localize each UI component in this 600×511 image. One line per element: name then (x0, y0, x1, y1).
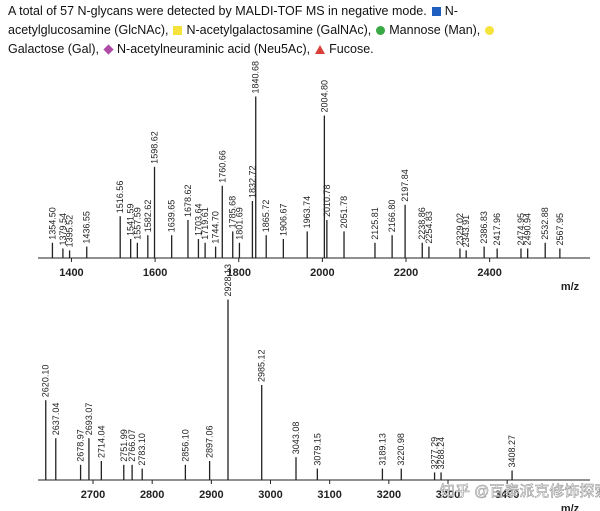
peak-label: 2125.81 (370, 207, 380, 240)
caption: A total of 57 N-glycans were detected by… (8, 2, 528, 59)
x-tick-label: 2400 (477, 267, 501, 279)
legend-label: N-acetylneuraminic acid (Neu5Ac), (117, 42, 311, 56)
peak-label: 1719.61 (200, 207, 210, 240)
x-tick-label: 2700 (81, 489, 105, 501)
peak-label: 3277.29 (430, 437, 440, 470)
x-tick-label: 2900 (199, 489, 223, 501)
peak-label: 2985.12 (257, 349, 267, 382)
x-tick-label: 2000 (310, 267, 334, 279)
peak-label: 1436.55 (82, 211, 92, 244)
peak-label: 2897.06 (205, 425, 215, 458)
peak-label: 1865.72 (261, 200, 271, 233)
peak-label: 2254.83 (424, 211, 434, 244)
peak-label: 3043.08 (291, 422, 301, 455)
peak-label: 2567.95 (555, 213, 565, 246)
x-tick-label: 2800 (140, 489, 164, 501)
peak-label: 3288.24 (436, 437, 446, 470)
x-tick-label: 3300 (436, 489, 460, 501)
x-axis-label: m/z (561, 503, 580, 511)
legend-symbol (315, 45, 326, 54)
peak-label: 1703.64 (193, 203, 203, 236)
watermark: 知乎 @百泰派克修饰探索 (440, 483, 600, 500)
peak-label: 1744.70 (211, 211, 221, 244)
peak-label: 3079.15 (312, 433, 322, 466)
x-tick-label: 3200 (377, 489, 401, 501)
x-tick-label: 1600 (143, 267, 167, 279)
peak-label: 1832.72 (247, 165, 257, 198)
x-tick-label: 2200 (394, 267, 418, 279)
x-tick-label: 3400 (495, 489, 519, 501)
x-tick-label: 1400 (59, 267, 83, 279)
peak-label: 2238.86 (417, 207, 427, 240)
peak-label: 2693.07 (84, 403, 94, 436)
peak-label: 2856.10 (180, 429, 190, 462)
peak-label: 3189.13 (377, 433, 387, 466)
peak-label: 2343.91 (461, 215, 471, 248)
legend-label: N-acetylglucosamine (GlcNAc), (8, 4, 458, 37)
peak-label: 2678.97 (76, 429, 86, 462)
peak-label: 1516.56 (115, 181, 125, 214)
peak-label: 1395.52 (65, 215, 75, 248)
peak-label: 1354.50 (47, 207, 57, 240)
peak-label: 2010.78 (322, 184, 332, 217)
legend-symbol (485, 26, 495, 35)
x-tick-label: 3000 (258, 489, 282, 501)
peak-label: 2004.80 (319, 80, 329, 113)
x-tick-label: 3100 (317, 489, 341, 501)
peak-label: 1379.54 (58, 213, 68, 246)
peak-label: 1785.68 (228, 196, 238, 229)
peak-label: 2197.84 (400, 169, 410, 202)
peak-label: 2620.10 (41, 365, 51, 398)
peak-label: 2386.83 (479, 211, 489, 244)
legend-symbol (376, 26, 386, 35)
peak-label: 2166.80 (387, 200, 397, 233)
legend-label: Fucose. (329, 42, 374, 56)
peak-label: 1760.66 (217, 150, 227, 183)
peak-label: 3408.27 (507, 435, 517, 468)
peak-label: 2490.94 (523, 213, 533, 246)
legend-symbol (173, 26, 183, 35)
peak-label: 1906.67 (278, 203, 288, 236)
peak-label: 1678.62 (183, 184, 193, 217)
peak-label: 2637.04 (51, 403, 61, 436)
peak-label: 1582.62 (143, 200, 153, 233)
peak-label: 1557.59 (132, 207, 142, 240)
caption-text: A total of 57 N-glycans were detected by… (8, 4, 427, 18)
peak-label: 2766.07 (127, 429, 137, 462)
x-tick-label: 1800 (226, 267, 250, 279)
peak-label: 1963.74 (302, 196, 312, 229)
peak-label: 2928.13 (223, 264, 233, 297)
peak-label: 3220.98 (396, 433, 406, 466)
peak-label: 2329.02 (455, 213, 465, 246)
peak-label: 2474.95 (516, 213, 526, 246)
peak-label: 2532.88 (540, 207, 550, 240)
peak-label: 2051.78 (339, 196, 349, 229)
peak-label: 1541.59 (126, 203, 136, 236)
peak-label: 2417.96 (492, 213, 502, 246)
peak-label: 1639.65 (167, 200, 177, 233)
legend-label: Galactose (Gal), (8, 42, 100, 56)
legend-label: Mannose (Man), (389, 23, 481, 37)
peak-label: 2714.04 (96, 425, 106, 458)
x-axis-label: m/z (561, 281, 580, 293)
legend-symbol (431, 7, 441, 16)
peak-label: 2783.10 (137, 433, 147, 466)
peak-label: 2751.99 (119, 429, 129, 462)
peak-label: 1840.68 (251, 61, 261, 94)
peak-label: 1598.62 (150, 131, 160, 164)
peak-label: 1801.69 (234, 207, 244, 240)
legend-label: N-acetylgalactosamine (GalNAc), (186, 23, 372, 37)
